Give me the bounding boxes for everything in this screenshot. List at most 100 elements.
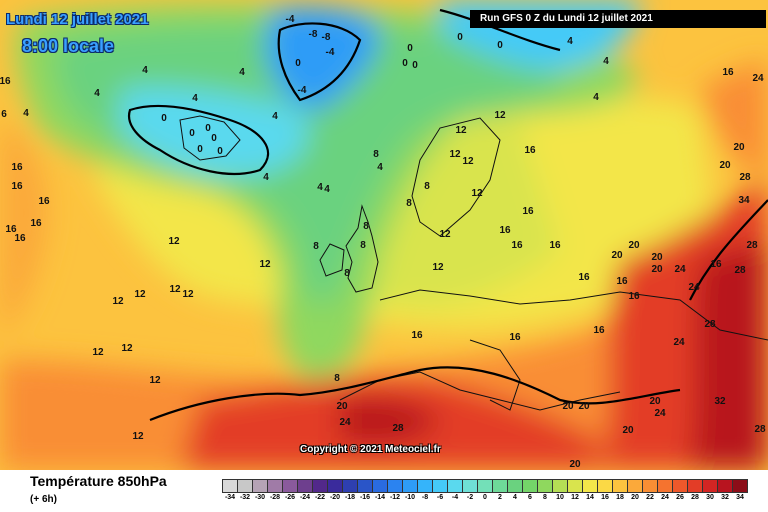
legend-tick: 14 (586, 494, 594, 501)
isotherm-label: 8 (363, 221, 369, 232)
legend-swatch (237, 479, 253, 493)
legend-swatch (702, 479, 718, 493)
isotherm-label: 16 (511, 240, 523, 251)
isotherm-label: 8 (406, 198, 412, 209)
isotherm-label: 4 (593, 92, 599, 103)
isotherm-label: 20 (336, 401, 348, 412)
legend-tick: -22 (314, 494, 326, 501)
isotherm-label: 16 (11, 162, 23, 173)
legend-swatch (552, 479, 568, 493)
isotherm-label: 0 (402, 58, 408, 69)
isotherm-label: 0 (295, 58, 301, 69)
legend-tick: -30 (254, 494, 266, 501)
isotherm-label: 4 (317, 182, 323, 193)
isotherm-label: 12 (455, 125, 467, 136)
legend-tick: -14 (374, 494, 386, 501)
legend-tick: -26 (284, 494, 296, 501)
isotherm-label: 8 (344, 268, 350, 279)
legend-swatch (642, 479, 658, 493)
isotherm-label: 12 (462, 156, 474, 167)
isotherm-label: 20 (628, 240, 640, 251)
isotherm-label: 0 (412, 60, 418, 71)
legend-tick: 32 (721, 494, 729, 501)
legend-swatch (417, 479, 433, 493)
isotherm-label: 16 (0, 76, 11, 87)
isotherm-label: 16 (524, 145, 536, 156)
isotherm-label: 16 (14, 233, 26, 244)
isotherm-label: 28 (746, 240, 758, 251)
isotherm-label: 12 (439, 229, 451, 240)
legend-tick: 30 (706, 494, 714, 501)
legend-swatch (732, 479, 748, 493)
color-legend: -34 -32 -30 -28 -26 -24 -22 -20 -18 -16 -14 -12 -10-… (222, 479, 750, 504)
isotherm-label: 16 (549, 240, 561, 251)
legend-swatch (687, 479, 703, 493)
isotherm-label: 20 (569, 459, 581, 470)
isotherm-label: -4 (326, 47, 335, 58)
legend-swatch (342, 479, 358, 493)
isotherm-label: 0 (205, 123, 211, 134)
legend-tick: -6 (436, 494, 444, 501)
isotherm-label: 20 (651, 264, 663, 275)
isotherm-label: 32 (714, 396, 726, 407)
legend-swatch (282, 479, 298, 493)
legend-swatch (627, 479, 643, 493)
footer-bar: Température 850hPa (+ 6h) -34 -32 -30 -28 -2… (0, 470, 768, 512)
isotherm-label: -8 (309, 29, 318, 40)
legend-tick: -8 (421, 494, 429, 501)
isotherm-label: 16 (411, 330, 423, 341)
isotherm-label: 28 (754, 424, 766, 435)
legend-swatch (612, 479, 628, 493)
legend-tick: 4 (513, 494, 517, 501)
legend-tick: -18 (344, 494, 356, 501)
legend-swatch (507, 479, 523, 493)
isotherm-label: 4 (263, 172, 269, 183)
isotherm-label: 8 (313, 241, 319, 252)
legend-swatch (657, 479, 673, 493)
legend-swatch (267, 479, 283, 493)
legend-swatch (252, 479, 268, 493)
legend-swatch (432, 479, 448, 493)
isotherm-label: 12 (132, 431, 144, 442)
isotherm-label: 28 (392, 423, 404, 434)
isotherm-label: 12 (449, 149, 461, 160)
isotherm-label: 6 (1, 109, 7, 120)
isotherm-label: 4 (142, 65, 148, 76)
isotherm-label: 16 (509, 332, 521, 343)
isotherm-label: 0 (161, 113, 167, 124)
isotherm-contours (127, 8, 768, 422)
legend-tick: -10 (404, 494, 416, 501)
legend-tick: 28 (691, 494, 699, 501)
valid-date-title: Lundi 12 juillet 2021 (6, 11, 149, 28)
isotherm-label: 24 (674, 264, 686, 275)
isotherm-label: 8 (334, 373, 340, 384)
legend-swatch (402, 479, 418, 493)
legend-tick: 6 (528, 494, 532, 501)
isotherm-label: 0 (197, 144, 203, 155)
legend-swatch (537, 479, 553, 493)
isotherm-label: 12 (134, 289, 146, 300)
isotherm-label: 4 (192, 93, 198, 104)
isotherm-label: 16 (628, 291, 640, 302)
legend-swatch (462, 479, 478, 493)
isotherm-label: 4 (324, 184, 330, 195)
isotherm-label: 16 (616, 276, 628, 287)
isotherm-label: 16 (593, 325, 605, 336)
isotherm-label: 16 (522, 206, 534, 217)
legend-tick: 8 (543, 494, 547, 501)
isotherm-label: 4 (567, 36, 573, 47)
isotherm-label: 16 (578, 272, 590, 283)
legend-tick: 22 (646, 494, 654, 501)
legend-swatch (567, 479, 583, 493)
legend-tick: 0 (483, 494, 487, 501)
legend-swatch (222, 479, 238, 493)
legend-tick: -28 (269, 494, 281, 501)
isotherm-label: 28 (739, 172, 751, 183)
isotherm-label: 16 (5, 224, 17, 235)
legend-swatch (372, 479, 388, 493)
isotherm-label: -8 (322, 32, 331, 43)
isotherm-label: 12 (259, 259, 271, 270)
